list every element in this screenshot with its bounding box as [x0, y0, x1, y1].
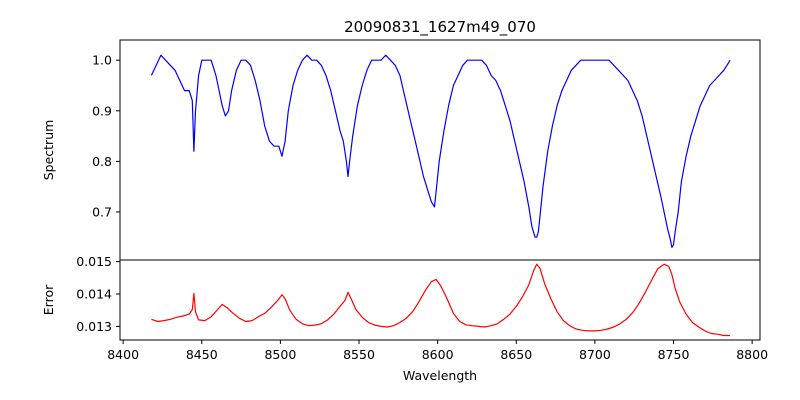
x-tick-label: 8450: [186, 347, 218, 362]
x-axis-label: Wavelength: [403, 368, 477, 383]
error-plot-area: [151, 263, 731, 337]
error-y-tick-label: 0.014: [76, 287, 112, 302]
x-ticks: 8400 8450 8500 8550 8600 8650 8700 8750 8800: [107, 340, 768, 362]
spectrum-plot-area: [150, 54, 731, 248]
spectrum-series-line: [150, 54, 731, 248]
error-axes-frame: [119, 259, 761, 341]
error-panel: 0.013 0.014 0.015 Error: [41, 254, 761, 341]
spectrum-axes-frame: [119, 39, 761, 261]
error-y-axis-label: Error: [41, 284, 56, 315]
x-tick-label: 8650: [500, 347, 532, 362]
spectrum-y-tick-label: 1.0: [92, 53, 112, 68]
error-series-line: [151, 263, 731, 337]
spectrum-y-ticks: 0.7 0.8 0.9 1.0: [92, 53, 120, 219]
x-tick-label: 8600: [422, 347, 454, 362]
chart-title: 20090831_1627m49_070: [344, 18, 536, 37]
spectrum-y-tick-label: 0.7: [92, 204, 112, 219]
error-y-ticks: 0.013 0.014 0.015: [76, 254, 120, 334]
x-tick-label: 8550: [343, 347, 375, 362]
spectrum-y-tick-label: 0.8: [92, 154, 112, 169]
spectrum-y-axis-label: Spectrum: [41, 120, 56, 181]
x-tick-label: 8500: [264, 347, 296, 362]
x-tick-label: 8800: [736, 347, 768, 362]
error-y-tick-label: 0.015: [76, 254, 112, 269]
error-y-tick-label: 0.013: [76, 319, 112, 334]
x-tick-label: 8700: [579, 347, 611, 362]
x-tick-label: 8400: [107, 347, 139, 362]
x-tick-label: 8750: [658, 347, 690, 362]
spectrum-y-tick-label: 0.9: [92, 103, 112, 118]
spectrum-panel: 0.7 0.8 0.9 1.0 Spectrum: [41, 39, 761, 261]
